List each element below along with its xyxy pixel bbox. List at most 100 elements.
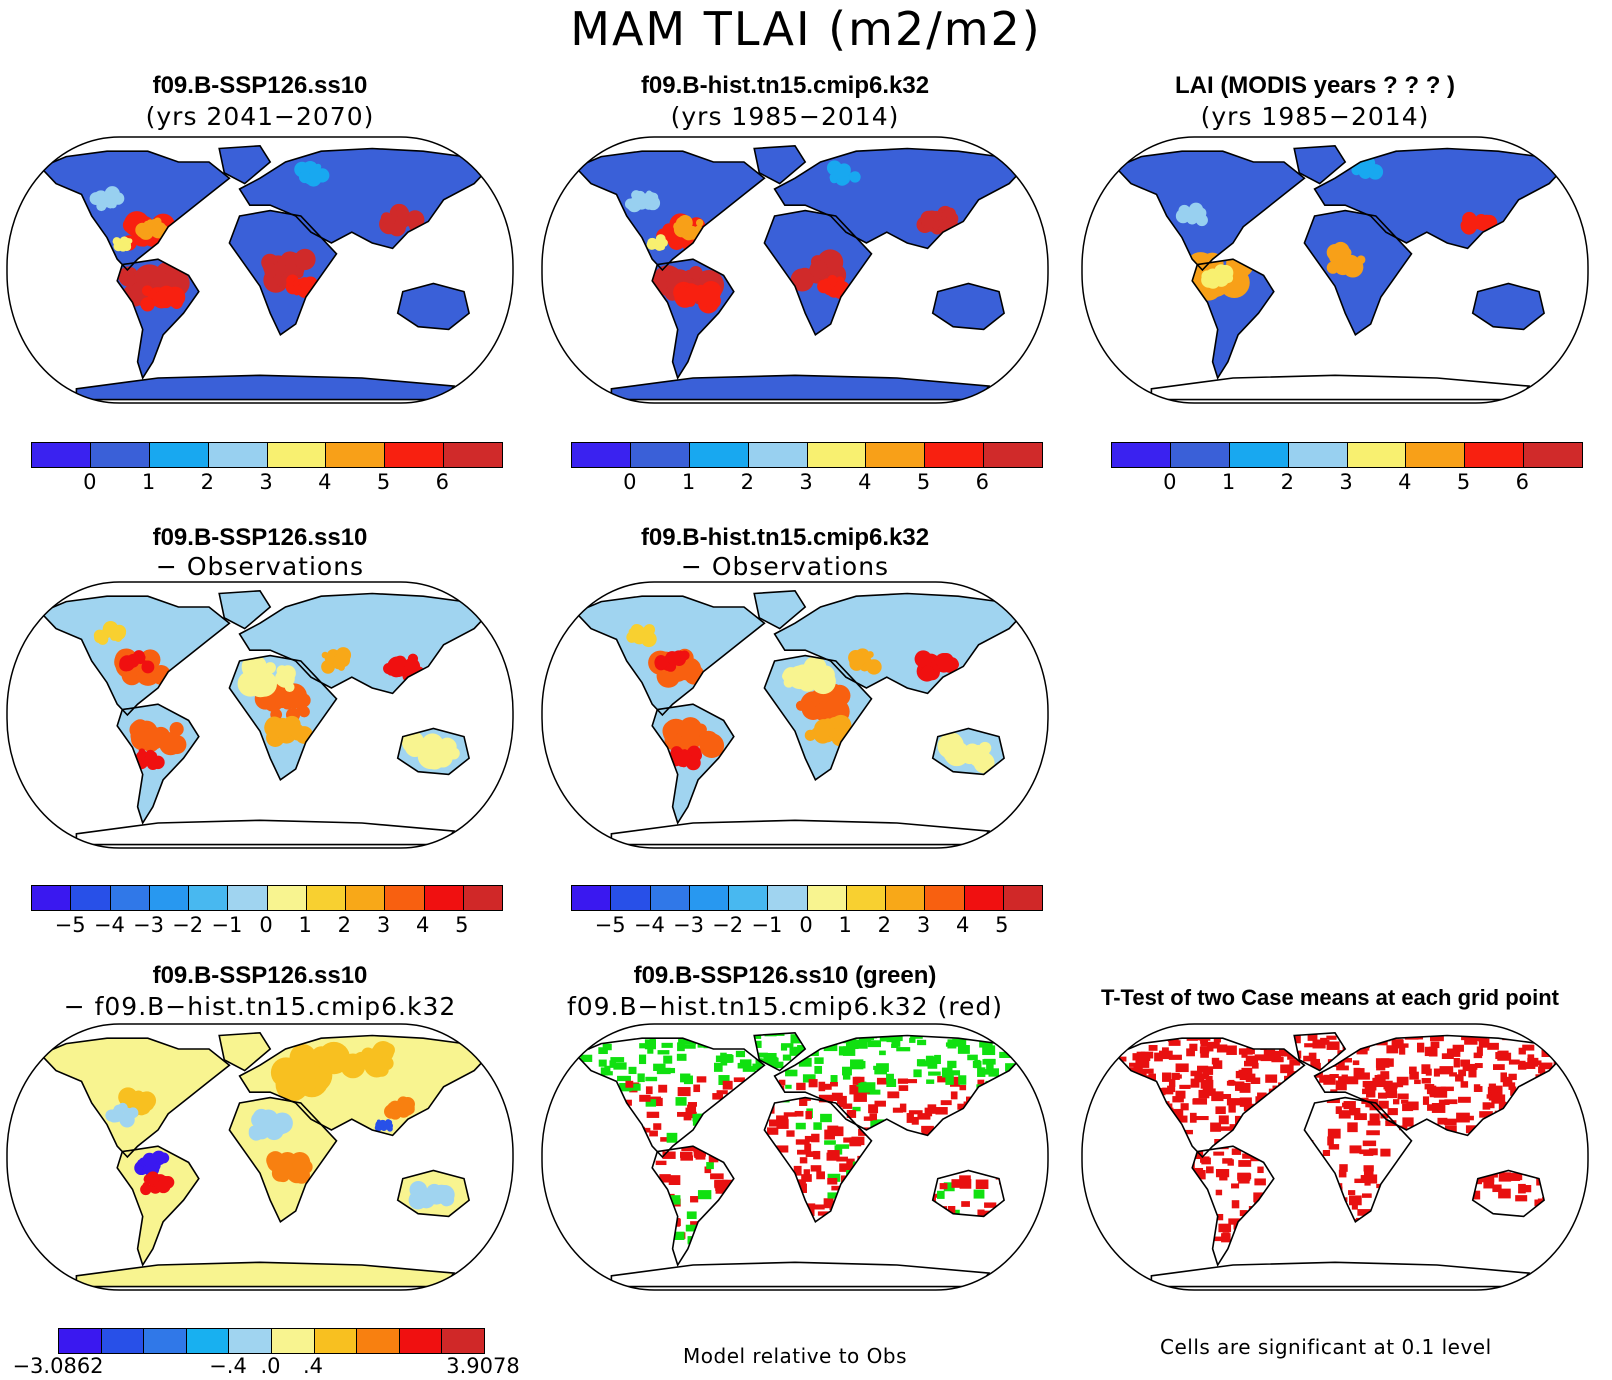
significance-cell — [1125, 1036, 1135, 1043]
significance-cell — [845, 1207, 854, 1217]
significance-cell — [930, 1230, 941, 1241]
panel3-title: LAI (MODIS years ? ? ? ) — [1174, 72, 1456, 99]
significance-cell — [1037, 1127, 1043, 1135]
significance-cell — [773, 1225, 781, 1234]
data-patch — [146, 757, 159, 771]
significance-cell — [703, 1142, 715, 1153]
data-patch — [156, 1178, 171, 1194]
significance-cell — [877, 1032, 888, 1038]
significance-cell — [1189, 1112, 1197, 1123]
significance-cell — [1285, 1224, 1294, 1234]
significance-cell — [1379, 1024, 1389, 1030]
significance-cell — [1397, 1226, 1406, 1233]
colorbar-swatch — [189, 886, 229, 910]
significance-cell — [1444, 1118, 1457, 1126]
significance-cell — [874, 1235, 889, 1242]
colorbar-tick-label: −.4 — [209, 1354, 247, 1378]
significance-cell — [1189, 1043, 1198, 1051]
significance-cell — [1443, 1229, 1455, 1239]
significance-cell — [860, 1189, 873, 1195]
significance-cell — [1437, 1117, 1448, 1125]
significance-cell — [1343, 1101, 1356, 1110]
coastline-namerica — [574, 1037, 766, 1159]
data-patch — [384, 1124, 391, 1130]
significance-cell — [779, 1160, 787, 1167]
significance-cell — [1206, 1043, 1214, 1052]
significance-cell — [640, 1156, 649, 1161]
data-patch — [264, 662, 276, 674]
significance-cell — [1281, 1183, 1293, 1190]
data-patch — [299, 277, 311, 289]
significance-cell — [852, 1213, 862, 1223]
significance-cell — [1348, 1221, 1361, 1231]
significance-cell — [1138, 1135, 1147, 1141]
significance-cell — [1254, 1178, 1266, 1186]
significance-cell — [874, 1100, 886, 1107]
significance-cell — [705, 1032, 719, 1041]
significance-cell — [1117, 1231, 1130, 1242]
data-patch — [947, 694, 957, 704]
significance-cell — [1558, 1078, 1565, 1084]
significance-cell — [1121, 1032, 1134, 1033]
significance-cell — [1172, 1123, 1181, 1130]
significance-cell — [1106, 1114, 1115, 1124]
significance-cell — [1378, 1100, 1389, 1109]
data-patch — [859, 293, 872, 306]
significance-cell — [1010, 1045, 1021, 1051]
significance-cell — [1115, 1078, 1125, 1087]
significance-cell — [781, 1043, 794, 1048]
significance-cell — [952, 1038, 967, 1047]
significance-cell — [1022, 1147, 1025, 1156]
data-patch — [1364, 164, 1374, 174]
significance-cell — [838, 1213, 853, 1218]
colorbar-tick-label: 0 — [623, 470, 637, 494]
significance-cell — [996, 1158, 1004, 1168]
significance-cell — [1508, 1059, 1520, 1065]
significance-cell — [698, 1220, 708, 1231]
significance-cell — [1266, 1094, 1277, 1102]
data-patch — [403, 244, 420, 261]
colorbar-swatch — [424, 886, 464, 910]
significance-cell — [884, 1220, 899, 1227]
significance-cell — [1476, 1046, 1483, 1056]
data-patch — [397, 1098, 405, 1106]
significance-cell — [620, 1182, 632, 1187]
significance-cell — [1535, 1234, 1543, 1239]
panel1-title: f09.B-SSP126.ss10 — [152, 72, 368, 99]
significance-cell — [1096, 1046, 1109, 1051]
significance-cell — [714, 1041, 726, 1048]
significance-cell — [1280, 1040, 1290, 1050]
significance-cell — [1380, 1148, 1391, 1157]
significance-cell — [947, 1156, 960, 1162]
colorbar-swatch — [846, 886, 886, 910]
significance-cell — [1536, 1126, 1545, 1135]
data-patch — [1470, 250, 1483, 264]
significance-cell — [999, 1123, 1010, 1131]
colorbar-swatch — [1288, 443, 1348, 467]
significance-cell — [558, 1137, 572, 1146]
significance-cell — [714, 1180, 721, 1187]
significance-cell — [887, 1091, 900, 1099]
significance-cell — [979, 1163, 990, 1168]
significance-cell — [645, 1099, 657, 1107]
data-patch — [371, 1045, 385, 1059]
colorbar-swatch — [444, 443, 502, 467]
data-patch — [311, 291, 325, 305]
significance-cell — [1132, 1091, 1145, 1099]
colorbar-swatch — [314, 1329, 358, 1353]
significance-cell — [1092, 1141, 1103, 1150]
significance-cell — [1135, 1058, 1150, 1068]
significance-cell — [1415, 1130, 1426, 1138]
significance-cell — [1000, 1160, 1010, 1170]
significance-cell — [1217, 1126, 1230, 1131]
data-patch — [953, 249, 959, 256]
significance-cell — [954, 1144, 962, 1152]
significance-cell — [1133, 1066, 1143, 1077]
colorbar-swatch — [71, 886, 111, 910]
data-patch — [946, 249, 959, 263]
significance-cell — [743, 1215, 752, 1221]
data-patch — [412, 693, 419, 700]
data-patch — [931, 243, 948, 260]
significance-cell — [660, 1032, 675, 1037]
data-patch — [642, 198, 655, 210]
